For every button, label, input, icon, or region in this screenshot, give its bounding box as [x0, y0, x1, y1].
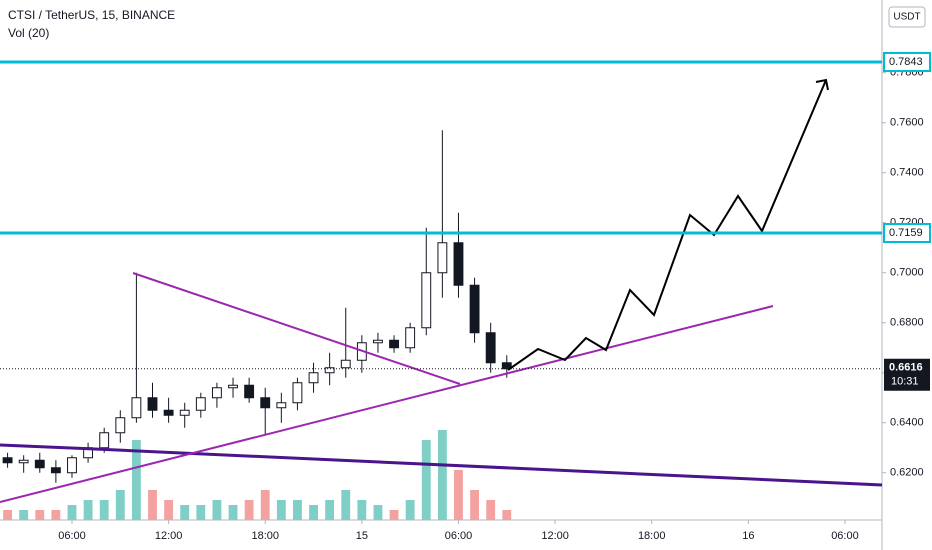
candle-body	[389, 339, 399, 349]
volume-bar	[99, 500, 109, 520]
candle-body	[260, 397, 271, 409]
candle-body	[485, 332, 496, 364]
volume-bar	[373, 505, 383, 520]
candle-body	[195, 397, 206, 411]
candle-body	[211, 387, 222, 399]
candle-body	[115, 417, 126, 434]
projection-path	[507, 79, 827, 371]
candle-body	[99, 432, 110, 449]
volume-bar	[260, 490, 270, 520]
candle-body	[18, 459, 29, 464]
volume-bar	[389, 510, 399, 520]
volume-bar	[51, 510, 61, 520]
volume-bar	[228, 505, 238, 520]
arrow-head	[815, 78, 829, 91]
marks	[2, 130, 512, 520]
trendline	[0, 443, 883, 487]
volume-bar	[470, 490, 480, 520]
volume-bar	[405, 500, 415, 520]
last-price-box	[884, 358, 930, 391]
candle-body	[163, 409, 174, 416]
level-label: 0.7843	[889, 56, 923, 68]
candle-body	[276, 402, 287, 409]
volume-bar	[164, 500, 174, 520]
currency-label[interactable]: USDT	[893, 12, 920, 23]
x-tick-label: 12:00	[541, 530, 569, 542]
candle-body	[437, 242, 448, 274]
volume-bar	[3, 510, 12, 520]
x-tick-label: 16	[742, 530, 754, 542]
volume-bar	[244, 500, 254, 520]
currency-button[interactable]	[888, 6, 926, 28]
candle-body	[373, 339, 383, 344]
y-tick-label: 0.6400	[890, 417, 924, 429]
volume-bar	[437, 430, 447, 520]
volume-bar	[341, 490, 351, 520]
volume-bar	[19, 510, 29, 520]
candle-body	[67, 457, 77, 474]
volume-bar	[421, 440, 431, 520]
candle-body	[147, 397, 158, 411]
x-tick-label: 06:00	[831, 530, 859, 542]
x-tick-label: 18:00	[251, 530, 279, 542]
x-tick-label: 06:00	[445, 530, 473, 542]
level-label-box	[883, 223, 931, 243]
x-tick-label: 06:00	[58, 530, 86, 542]
y-tick-label: 0.7400	[890, 167, 924, 179]
last-price-label: 0.6616	[889, 362, 923, 374]
volume-bar	[115, 490, 125, 520]
volume-bar	[35, 510, 45, 520]
candle-body	[131, 397, 142, 419]
volume-bar	[325, 500, 335, 520]
volume-bar	[276, 500, 286, 520]
trendline	[0, 305, 774, 503]
volume-bar	[83, 500, 93, 520]
level-label-box	[883, 52, 931, 72]
y-tick-label: 0.6200	[890, 467, 924, 479]
candle-body	[324, 367, 335, 374]
volume-bar	[454, 470, 463, 520]
volume-bar	[196, 505, 206, 520]
volume-bar	[148, 490, 157, 520]
y-tick-label: 0.7000	[890, 267, 924, 279]
volume-bar	[67, 505, 77, 520]
candle-body	[2, 457, 13, 464]
candle-body	[228, 384, 238, 389]
volume-bar	[293, 500, 302, 520]
volume-label: Vol (20)	[8, 26, 49, 40]
last-price-time: 10:31	[891, 376, 919, 388]
chart-title: CTSI / TetherUS, 15, BINANCE	[8, 8, 175, 22]
candle-body	[308, 372, 319, 384]
volume-bar	[180, 505, 190, 520]
candle-body	[469, 284, 480, 334]
level-label: 0.7159	[889, 227, 923, 239]
x-tick-label: 18:00	[638, 530, 666, 542]
volume-bar	[357, 500, 367, 520]
volume-bar	[309, 505, 318, 520]
candle-body	[421, 272, 432, 329]
volume-bar	[212, 500, 222, 520]
x-tick-label: 12:00	[155, 530, 183, 542]
candle-body	[244, 384, 255, 399]
candle-body	[50, 467, 61, 474]
candle-body	[405, 327, 416, 349]
volume-bar	[131, 440, 141, 520]
y-tick-label: 0.7600	[890, 117, 924, 129]
candle-body	[34, 459, 45, 469]
candle-body	[453, 242, 464, 286]
candle-body	[179, 409, 190, 416]
y-tick-label: 0.6800	[890, 317, 924, 329]
candle-body	[292, 382, 303, 404]
volume-bar	[486, 500, 496, 520]
trendline	[132, 272, 461, 385]
volume-bar	[502, 510, 512, 520]
x-tick-label: 15	[356, 530, 368, 542]
candle-body	[340, 359, 351, 369]
candle-body	[501, 362, 512, 370]
